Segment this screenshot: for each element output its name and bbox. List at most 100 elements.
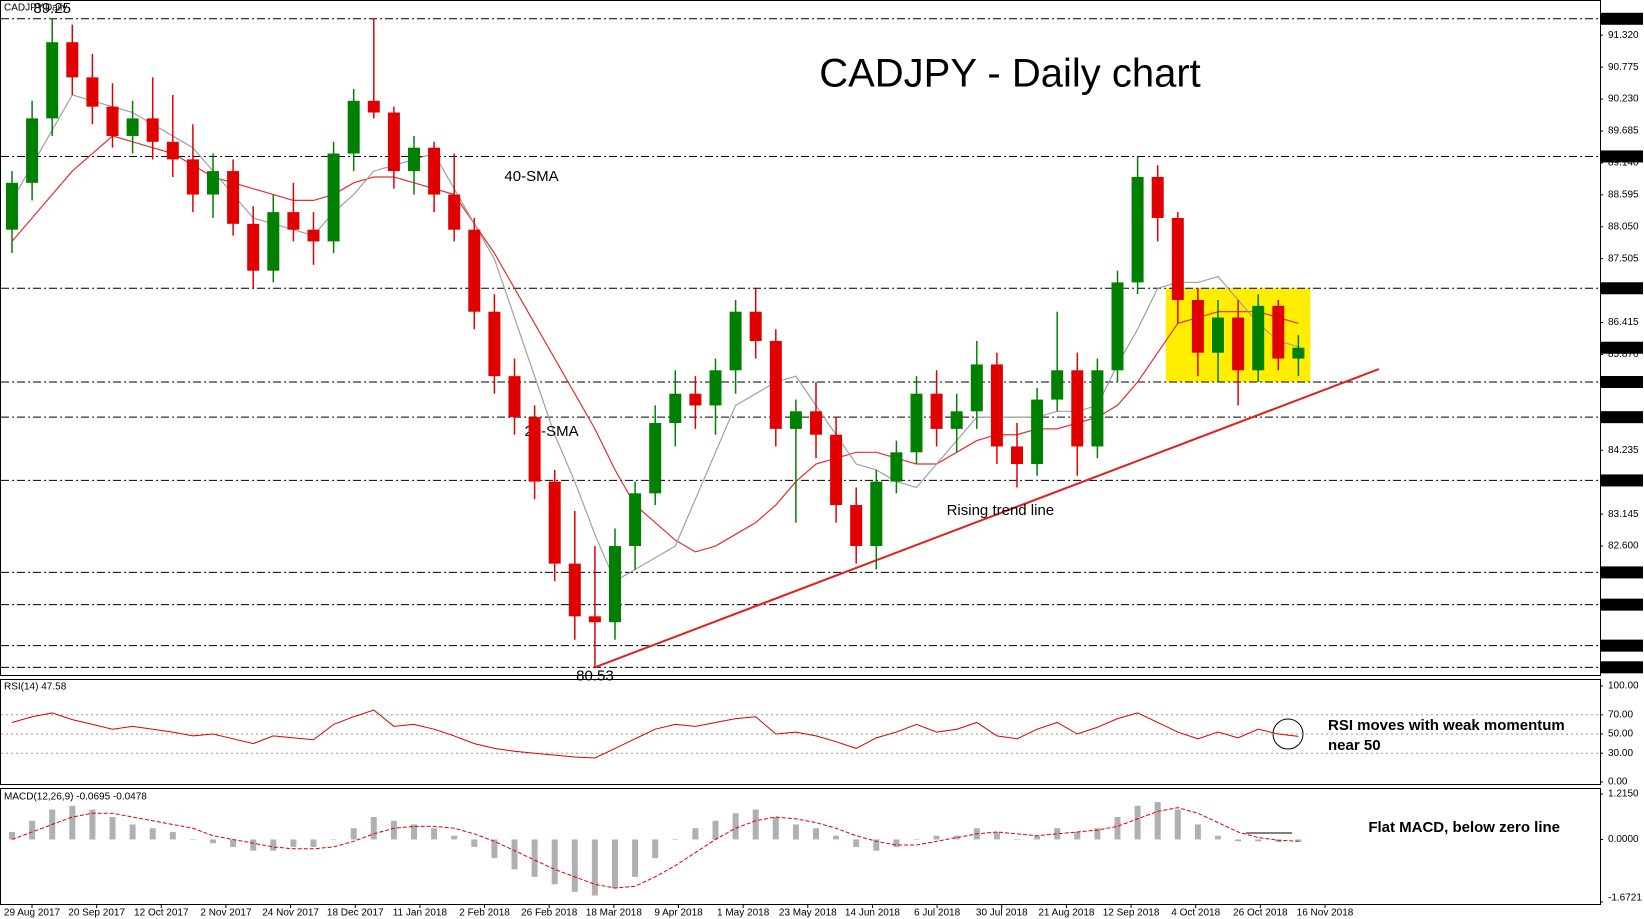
rsi-line — [11, 709, 1299, 759]
y-tick-label: 82.600 — [1608, 541, 1639, 552]
candle-body — [1292, 347, 1305, 359]
y-tick-label: 84.235 — [1608, 445, 1639, 456]
candle-body — [749, 311, 762, 341]
macd-bar — [511, 839, 518, 870]
macd-bar — [330, 839, 337, 840]
macd-bar — [1255, 839, 1262, 842]
macd-tick-label: 1.2150 — [1608, 789, 1639, 800]
candle-body — [548, 481, 561, 564]
macd-tick-label: 0.0000 — [1608, 834, 1639, 845]
level-label-box — [1601, 661, 1643, 674]
macd-note: Flat MACD, below zero line — [1368, 819, 1560, 836]
candle-body — [990, 364, 1003, 447]
candle-body — [46, 42, 59, 119]
level-label-box — [1601, 411, 1643, 424]
candle-body — [689, 393, 702, 406]
candle-body — [307, 229, 320, 242]
rsi-note: near 50 — [1328, 737, 1381, 754]
candle-body — [408, 147, 420, 172]
candle-body — [890, 452, 903, 482]
y-tick-label: 86.415 — [1608, 317, 1639, 328]
candle-body — [1091, 370, 1104, 447]
current-price-label: 85.985 — [1606, 342, 1637, 353]
indicator-label: 40-SMA — [504, 168, 558, 185]
candle-body — [287, 212, 300, 230]
candle-body — [327, 153, 340, 242]
chart-title: CADJPY - Daily chart — [819, 52, 1201, 96]
candle-body — [1252, 305, 1265, 371]
candle-body — [769, 341, 782, 429]
macd-bar — [1014, 839, 1020, 840]
macd-bar — [451, 835, 458, 840]
rsi-tick-label: 70.00 — [1608, 709, 1633, 720]
rsi-note: RSI moves with weak momentum — [1328, 717, 1565, 734]
candle-body — [66, 42, 79, 78]
x-tick-label: 18 Dec 2017 — [327, 908, 384, 919]
candle-body — [649, 423, 662, 494]
candle-body — [609, 546, 621, 623]
candle-body — [146, 118, 159, 142]
x-tick-label: 12 Oct 2017 — [134, 908, 189, 919]
level-label: 82.150 — [1606, 567, 1637, 578]
macd-bar — [1034, 835, 1041, 840]
candle-body — [729, 311, 742, 371]
y-tick-label: 91.320 — [1608, 30, 1639, 41]
macd-bar — [431, 828, 438, 840]
candle-body — [106, 106, 119, 136]
candle-body — [428, 147, 441, 195]
macd-bar — [672, 839, 679, 840]
x-tick-label: 23 May 2018 — [779, 908, 837, 919]
x-tick-label: 21 Aug 2018 — [1038, 908, 1095, 919]
candle-body — [1111, 282, 1124, 371]
candle-body — [26, 118, 39, 183]
candle-body — [588, 616, 601, 623]
macd-bar — [1154, 802, 1161, 840]
macd-bar — [853, 839, 860, 847]
macd-bar — [813, 828, 819, 840]
candle-body — [789, 411, 802, 429]
x-tick-label: 9 Apr 2018 — [654, 908, 703, 919]
y-tick-label: 90.230 — [1608, 94, 1639, 105]
rsi-label: RSI(14) 47.58 — [4, 682, 67, 693]
y-tick-label: 88.595 — [1608, 189, 1639, 200]
macd-bar — [1174, 809, 1181, 840]
candle-body — [6, 182, 18, 230]
candle-body — [528, 417, 541, 482]
y-tick-label: 89.685 — [1608, 126, 1639, 137]
x-tick-label: 16 Nov 2018 — [1297, 908, 1354, 919]
macd-bar — [551, 839, 558, 885]
level-label: 85.400 — [1606, 377, 1637, 388]
candle-body — [1171, 217, 1184, 300]
candle-body — [1272, 305, 1285, 359]
level-label: 81.600 — [1606, 599, 1637, 610]
macd-bar — [632, 839, 639, 877]
macd-bar — [250, 839, 257, 851]
macd-bar — [89, 809, 96, 840]
candle-body — [166, 141, 179, 160]
macd-bar — [1074, 831, 1081, 840]
macd-bar — [571, 839, 578, 892]
macd-bar — [953, 835, 960, 840]
level-label-box — [1601, 639, 1643, 652]
macd-bar — [270, 839, 277, 851]
x-tick-label: 26 Oct 2018 — [1233, 908, 1288, 919]
x-tick-label: 4 Oct 2018 — [1171, 908, 1220, 919]
x-tick-label: 2 Feb 2018 — [459, 908, 510, 919]
trend-line — [594, 368, 1380, 669]
macd-bar — [893, 839, 900, 847]
macd-bar — [210, 839, 216, 844]
candle-body — [870, 481, 883, 547]
candle-body — [629, 493, 642, 547]
level-label: 87.000 — [1606, 283, 1637, 294]
candle-body — [448, 194, 461, 230]
macd-bar — [29, 820, 36, 840]
trend-line-label: Rising trend line — [947, 502, 1055, 519]
candle-body — [1191, 299, 1204, 353]
macd-panel — [0, 788, 1601, 905]
macd-bar — [913, 839, 920, 840]
candle-body — [1212, 317, 1224, 353]
x-tick-label: 30 Jul 2018 — [976, 908, 1028, 919]
x-tick-label: 11 Jan 2018 — [393, 908, 448, 919]
candle-body — [1151, 176, 1164, 218]
y-tick-label: 89.140 — [1608, 158, 1639, 169]
